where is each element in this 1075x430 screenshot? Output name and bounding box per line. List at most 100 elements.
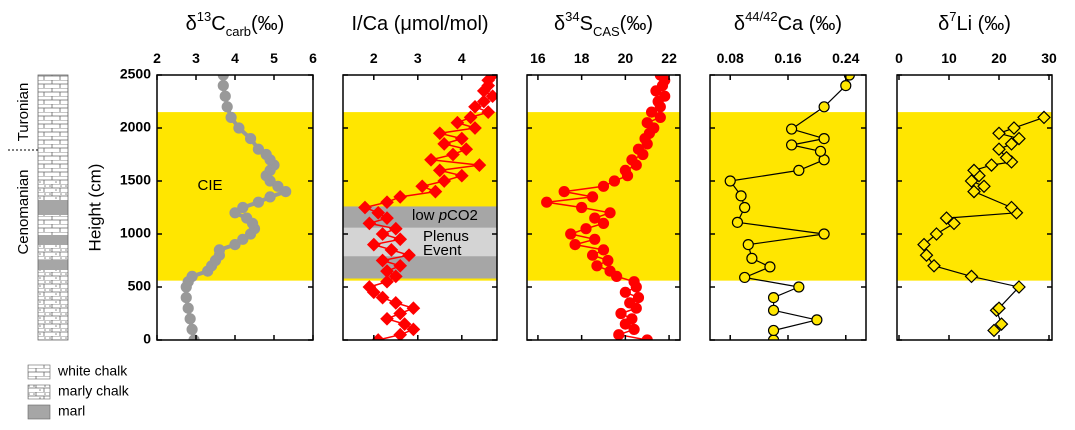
data-point xyxy=(569,239,581,251)
data-point xyxy=(481,105,496,119)
data-point xyxy=(654,75,666,81)
data-point xyxy=(362,280,377,294)
data-point xyxy=(602,254,614,267)
data-point xyxy=(619,164,631,176)
data-point xyxy=(252,143,264,155)
data-point xyxy=(219,90,231,102)
data-point xyxy=(260,148,272,161)
y-tick-label: 500 xyxy=(128,278,152,294)
data-point xyxy=(245,133,257,145)
data-point xyxy=(375,227,390,241)
data-point xyxy=(468,121,482,135)
data-point xyxy=(272,180,284,192)
data-point xyxy=(388,296,403,310)
data-point xyxy=(217,75,229,81)
x-tick-label: 4 xyxy=(458,50,466,66)
data-point xyxy=(739,201,751,214)
data-point xyxy=(362,216,377,231)
data-point xyxy=(1012,280,1026,294)
data-point xyxy=(541,196,553,208)
data-point xyxy=(739,271,751,284)
y-tick-label: 0 xyxy=(143,331,151,347)
annotation: CIE xyxy=(197,177,222,194)
data-point xyxy=(586,191,599,203)
data-point xyxy=(967,163,981,178)
panel-title: δ34SCAS(‰) xyxy=(554,9,653,39)
data-point xyxy=(380,211,394,225)
data-point xyxy=(450,115,465,130)
data-point xyxy=(626,154,638,166)
data-point xyxy=(237,233,249,245)
x-tick-label: 18 xyxy=(574,50,590,66)
x-tick-label: 0.16 xyxy=(774,50,801,66)
data-point xyxy=(397,317,412,331)
data-point xyxy=(977,179,991,194)
data-point xyxy=(454,168,469,183)
x-tick-label: 5 xyxy=(270,50,278,66)
plot-area xyxy=(157,75,313,340)
x-tick-label: 4 xyxy=(231,50,239,66)
data-point xyxy=(597,180,610,192)
data-point xyxy=(252,196,264,208)
annotation: Plenus xyxy=(423,228,469,245)
data-point xyxy=(619,286,631,298)
data-point xyxy=(919,248,934,263)
y-axis-label: Height (cm) xyxy=(85,164,104,252)
title-part: δ xyxy=(938,13,949,35)
x-tick-label: 0.08 xyxy=(717,50,744,66)
data-point xyxy=(586,249,599,261)
data-point xyxy=(1007,121,1021,135)
annotation-part: CO2 xyxy=(447,207,478,224)
title-part: Ca (‰) xyxy=(778,13,842,35)
data-point xyxy=(384,243,399,257)
data-point xyxy=(624,297,636,309)
data-point xyxy=(186,323,198,335)
x-tick-label: 3 xyxy=(414,50,422,66)
data-point xyxy=(402,248,416,263)
x-tick-label: 0.24 xyxy=(832,50,859,66)
data-point xyxy=(992,126,1006,141)
profile-line xyxy=(923,116,1045,331)
data-point xyxy=(994,317,1009,331)
title-part: CAS xyxy=(593,24,620,39)
data-point xyxy=(446,147,460,162)
data-point xyxy=(626,313,638,325)
plot-frame xyxy=(896,74,1053,341)
x-tick-label: 10 xyxy=(941,50,957,66)
data-point xyxy=(764,261,776,273)
data-point xyxy=(767,324,780,337)
data-point xyxy=(793,164,805,176)
x-tick-label: 20 xyxy=(991,50,1007,66)
annotation: Event xyxy=(423,242,462,259)
data-point xyxy=(1004,200,1019,215)
data-point xyxy=(463,110,478,125)
data-point xyxy=(604,207,616,219)
data-point xyxy=(615,307,627,320)
data-point xyxy=(632,292,645,304)
data-point xyxy=(746,252,758,264)
plot-area xyxy=(710,75,866,340)
data-point xyxy=(964,269,979,284)
legend-label: marly chalk xyxy=(58,383,130,399)
data-point xyxy=(472,158,487,172)
data-point xyxy=(786,123,798,135)
data-point xyxy=(375,253,390,268)
data-point xyxy=(840,79,852,92)
annotation-part: CIE xyxy=(197,177,222,194)
x-tick-label: 20 xyxy=(618,50,634,66)
data-point xyxy=(184,313,196,325)
data-point xyxy=(432,163,447,178)
data-point xyxy=(811,314,823,326)
data-point xyxy=(786,139,798,151)
y-tick-label: 1000 xyxy=(120,225,151,241)
data-point xyxy=(992,142,1006,157)
data-point xyxy=(1012,131,1026,146)
band xyxy=(157,112,313,281)
data-point xyxy=(927,258,941,273)
data-point xyxy=(659,90,671,102)
data-point xyxy=(597,217,610,229)
data-point xyxy=(393,327,408,340)
data-point xyxy=(608,175,621,187)
data-point xyxy=(280,186,292,198)
